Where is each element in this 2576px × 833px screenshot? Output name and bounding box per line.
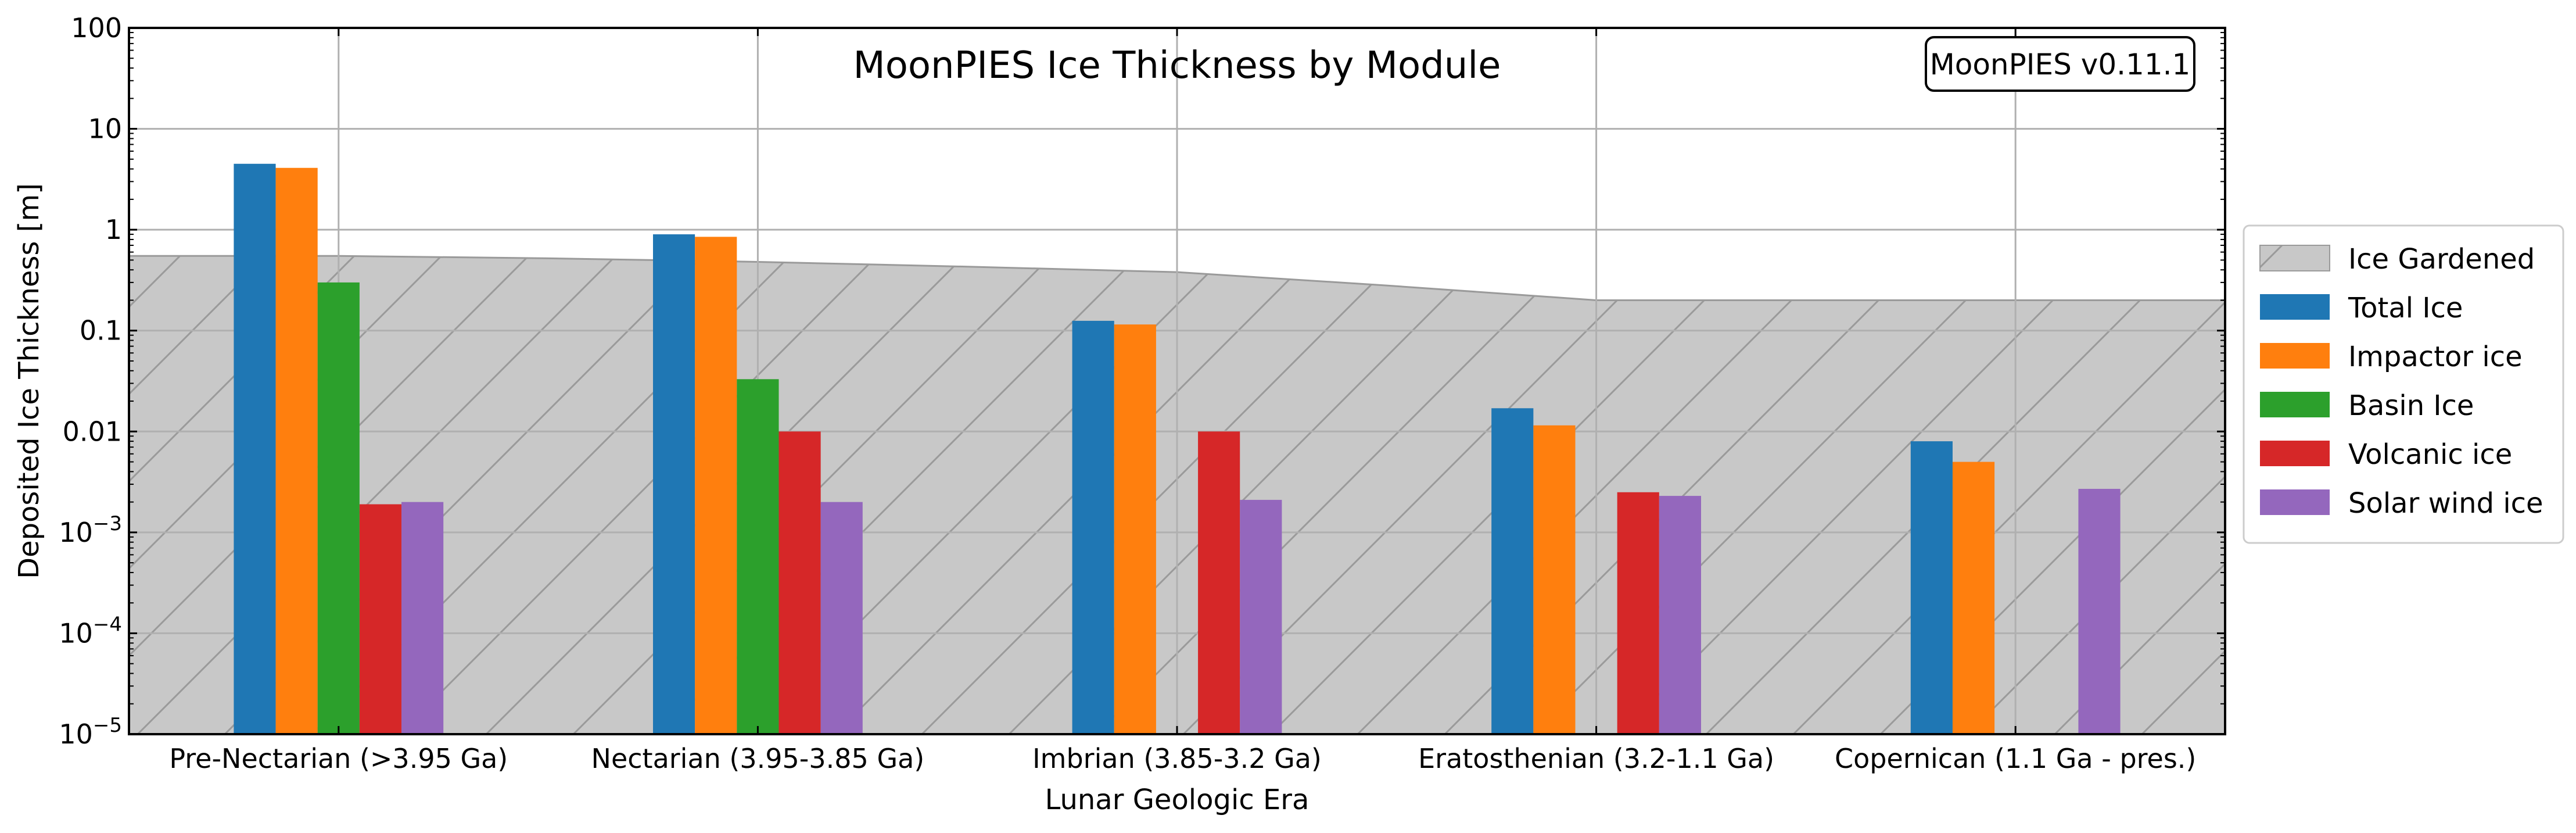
legend-label: Volcanic ice — [2348, 438, 2512, 471]
bar-total-ice — [1910, 441, 1953, 734]
legend-swatch — [2260, 441, 2330, 466]
bar-solar-wind-ice — [820, 502, 863, 734]
y-tick-label: 10−3 — [59, 512, 122, 548]
y-tick-label: 10−5 — [59, 714, 122, 750]
legend-swatch — [2260, 392, 2330, 417]
bar-volcanic-ice — [1198, 431, 1240, 734]
bar-volcanic-ice — [778, 431, 821, 734]
bar-solar-wind-ice — [1659, 496, 1701, 734]
bars — [234, 163, 2121, 735]
bar-volcanic-ice — [359, 504, 402, 734]
legend-label: Solar wind ice — [2348, 487, 2543, 520]
legend-label: Impactor ice — [2348, 341, 2523, 373]
bar-solar-wind-ice — [1240, 499, 1282, 734]
y-tick-label: 1 — [105, 214, 122, 245]
legend-swatch-hatch — [2259, 245, 2330, 271]
legend-swatch — [2260, 343, 2330, 369]
bar-solar-wind-ice — [401, 502, 444, 734]
legend-swatch — [2260, 489, 2330, 515]
bar-impactor-ice — [1533, 425, 1576, 734]
y-axis-label: Deposited Ice Thickness [m] — [13, 183, 45, 579]
version-badge-box — [1925, 36, 2195, 92]
chart-title: MoonPIES Ice Thickness by Module — [853, 44, 1501, 87]
version-badge: MoonPIES v0.11.1 — [1925, 36, 2195, 92]
bar-impactor-ice — [1114, 324, 1156, 734]
y-tick-label: 0.01 — [63, 416, 122, 447]
version-badge-label: MoonPIES v0.11.1 — [1930, 48, 2191, 81]
axis-ticks: 10−5 10−4 10−3 0.01 0.1 1 10 100 Pre-Nectarian (… — [59, 12, 2225, 774]
y-tick-label: 10−4 — [59, 613, 122, 649]
y-tick-label: 0.1 — [80, 315, 122, 346]
bar-impactor-ice — [275, 167, 318, 734]
bar-total-ice — [1491, 408, 1534, 734]
bar-impactor-ice — [695, 237, 737, 735]
bar-solar-wind-ice — [2078, 488, 2121, 734]
bar-total-ice — [234, 163, 276, 735]
y-tick-label: 100 — [71, 12, 122, 44]
bar-basin-ice — [737, 379, 779, 734]
bar-volcanic-ice — [1617, 492, 1659, 734]
bar-total-ice — [1072, 320, 1114, 734]
x-axis-label: Lunar Geologic Era — [1045, 784, 1309, 816]
x-tick-label: Imbrian (3.85-3.2 Ga) — [1032, 743, 1322, 774]
x-tick-label: Eratosthenian (3.2-1.1 Ga) — [1418, 743, 1774, 774]
bar-total-ice — [653, 234, 695, 734]
bar-impactor-ice — [1952, 462, 1995, 734]
legend-swatch — [2260, 294, 2330, 320]
bar-basin-ice — [317, 282, 360, 734]
legend-label: Ice Gardened — [2348, 243, 2535, 276]
y-tick-label: 10 — [88, 113, 122, 145]
x-tick-label: Pre-Nectarian (>3.95 Ga) — [169, 743, 508, 774]
x-tick-label: Copernican (1.1 Ga - pres.) — [1835, 743, 2196, 774]
legend-label: Total Ice — [2348, 292, 2463, 324]
x-tick-label: Nectarian (3.95-3.85 Ga) — [591, 743, 925, 774]
legend-label: Basin Ice — [2348, 389, 2474, 422]
legend: Ice Gardened Total Ice Impactor ice Basin I… — [2243, 224, 2564, 544]
